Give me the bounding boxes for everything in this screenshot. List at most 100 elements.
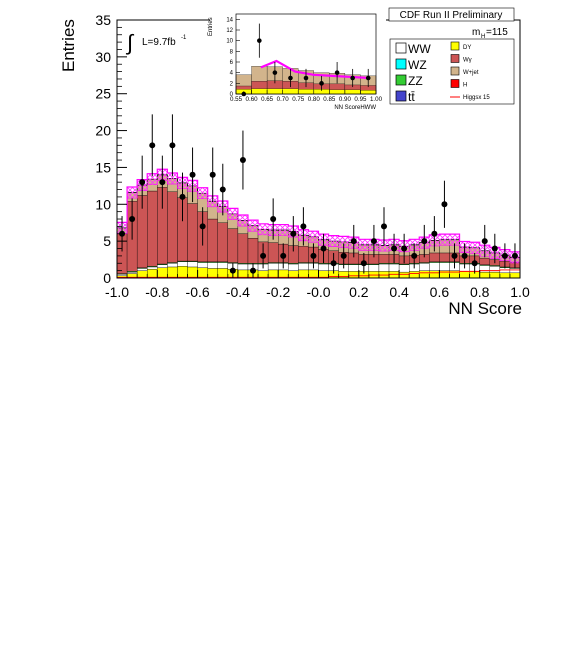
svg-text:m: m [472,27,480,38]
data-point-23 [350,238,357,245]
bin-dy-37 [489,271,501,279]
legend-label-wz: WZ [408,58,427,72]
bin-dy-30 [419,270,430,279]
band-bin-5 [167,172,178,185]
bin-dy-38 [499,272,511,279]
y-tick-label: 15 [95,159,111,175]
x-tick-label: -0.8 [145,284,169,300]
data-point-36 [481,238,488,245]
y-tick-label: 35 [95,12,111,28]
bin-ww-3 [147,266,158,270]
data-point-34 [461,252,468,259]
y-tick-label: 30 [95,49,111,65]
bin-w-9 [207,218,218,262]
bin-w-11 [227,228,239,263]
band-bin-14 [258,223,269,235]
bin-ww-15 [267,263,279,271]
integral-sign: ∫ [125,30,135,55]
inset-bin-dy-4 [298,89,314,95]
inset-bin-dy-8 [360,90,377,95]
data-point-18 [300,223,307,230]
y-tick-label: 25 [95,86,111,102]
bin-ww-5 [167,263,178,268]
bin-dy-31 [429,270,440,279]
bin-dy-29 [408,271,420,279]
bin-ww-8 [197,262,208,268]
legend-label-w-jet: W+jet [463,70,479,76]
bin-dy-4 [157,267,168,279]
bin-ww-18 [298,263,309,271]
inset-y-tick-label: 14 [226,17,233,23]
inset-x-tick-label: 0.75 [292,96,305,103]
data-point-19 [310,252,317,259]
inset-data-point-8 [365,75,371,81]
inset-data-point-2 [272,70,278,75]
inset-frame [235,13,377,95]
x-axis-label: NN Score [448,299,522,318]
bin-ww-20 [318,263,329,271]
data-point-5 [169,142,176,149]
band-lower-edge [117,180,520,264]
band-bin-32 [439,234,450,246]
bin-dy-22 [338,271,349,279]
bin-dy-19 [308,269,319,279]
bin-w-31 [429,252,440,262]
luminosity-annotation: ∫ L=9.7fb -1 [125,30,187,55]
inset-x-tick-label: 0.55 [230,96,243,103]
inset-x-tick-label: 0.65 [261,96,274,103]
bin-ww-37 [489,266,501,273]
legend-swatch-tt [395,90,407,102]
data-point-12 [239,157,246,164]
bin-w-10 [217,222,228,262]
legend-swatch-h [450,79,460,88]
inset-x-tick-label: 0.60 [246,96,259,103]
inset-bin-dy-6 [329,89,346,95]
data-point-25 [370,238,377,245]
y-tick-label: 0 [103,270,111,286]
bin-dy-7 [187,266,198,279]
legend-label-ww: WW [408,42,431,56]
bin-dy-15 [267,269,279,279]
y-tick-label: 5 [103,233,111,249]
data-point-16 [280,252,287,259]
inset-x-tick-label: 0.80 [308,96,321,103]
chart-title: CDF Run II Preliminary [400,10,503,21]
x-tick-label: 0.8 [470,284,490,300]
inset-y-tick-label: 10 [226,39,233,45]
x-tick-label: -0.2 [266,284,290,300]
inset-y-tick-label: 12 [226,28,233,34]
inset-y-tick-label: 0 [230,92,234,98]
inset-y-tick-label: 4 [230,71,234,77]
band-bin-8 [197,187,208,199]
y-tick-label: 10 [95,196,111,212]
title-box [388,7,515,22]
band-bin-13 [247,220,259,232]
legend-label-zz: ZZ [408,74,423,88]
legend: WW WZ ZZ tt̄ DY Wγ W+jet H Higgsx 15 [395,41,490,104]
data-point-0 [119,230,126,237]
bin-dy-28 [398,271,410,279]
x-tick-label: 0.6 [430,284,450,300]
band-bin-24 [358,239,369,251]
data-point-6 [179,193,186,200]
inset-bin-dy-1 [251,88,268,95]
data-point-1 [129,216,136,223]
data-point-2 [139,179,146,186]
bin-dy-39 [509,272,521,279]
inset-axes: 0.55 0.60 0.65 0.70 0.75 0.80 0.85 0.90 0.95 1.00… [226,17,382,103]
data-point-4 [159,179,166,186]
bin-ww-28 [398,264,410,273]
bin-ww-7 [187,261,198,268]
data-point-38 [501,252,508,259]
data-point-22 [340,252,347,259]
band-bin-22 [338,236,349,248]
bin-dy-6 [177,266,188,279]
bin-w-7 [187,203,198,262]
inset-bin-dy-7 [344,89,361,95]
inset-y-tick-label: 2 [230,81,234,87]
legend-label-dy: DY [463,45,471,51]
bin-ww-25 [368,264,380,272]
luminosity-superscript: -1 [181,35,187,41]
band-bin-19 [308,231,319,243]
